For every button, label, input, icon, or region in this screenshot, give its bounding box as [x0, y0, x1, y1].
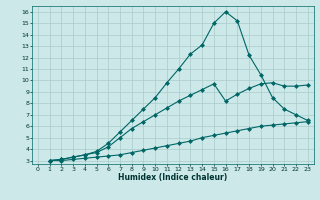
- X-axis label: Humidex (Indice chaleur): Humidex (Indice chaleur): [118, 173, 228, 182]
